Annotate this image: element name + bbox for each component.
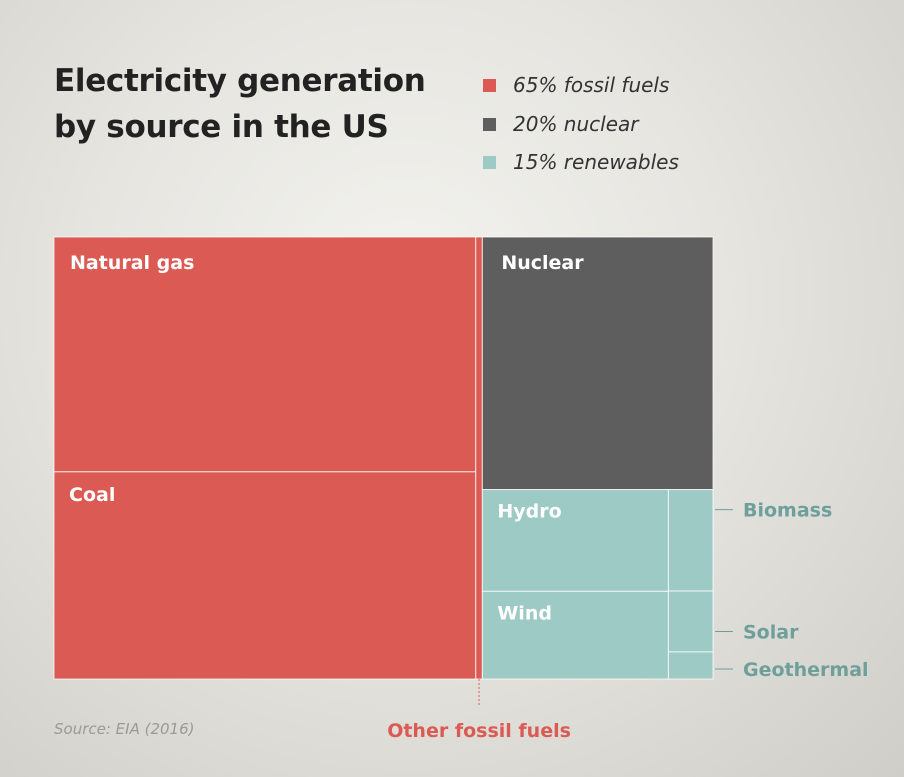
tile-label-hydro: Hydro	[497, 501, 561, 523]
external-label-solar: Solar	[743, 621, 799, 643]
tile-biomass	[667, 489, 714, 592]
external-label-biomass: Biomass	[743, 500, 832, 522]
legend-label-fossil: 65% fossil fuels	[513, 73, 670, 97]
legend-swatch-fossil	[483, 79, 496, 92]
chart-title: Electricity generation by source in the …	[54, 58, 454, 150]
tile-geothermal	[667, 651, 714, 680]
tile-solar	[667, 590, 714, 653]
tile-nuclear	[481, 236, 714, 491]
external-label-geothermal: Geothermal	[743, 659, 869, 681]
tile-other-fossil-fuels	[475, 236, 483, 680]
external-label-other-fossil-fuels: Other fossil fuels	[387, 720, 571, 742]
chart-title-line-1: Electricity generation	[54, 63, 426, 99]
tile-wind	[481, 590, 669, 680]
tile-coal	[53, 471, 477, 680]
tile-label-natural-gas: Natural gas	[70, 252, 194, 274]
tile-label-nuclear: Nuclear	[501, 252, 584, 274]
legend-label-nuclear: 20% nuclear	[513, 111, 639, 136]
legend-label-renewables: 15% renewables	[513, 150, 679, 174]
tile-natural-gas	[53, 236, 477, 473]
tile-hydro	[481, 489, 669, 592]
tile-label-coal: Coal	[69, 484, 115, 506]
legend-swatch-nuclear	[483, 117, 496, 131]
source-note: Source: EIA (2016)	[54, 720, 195, 738]
chart-title-line-2: by source in the US	[54, 109, 389, 145]
tile-label-wind: Wind	[497, 602, 552, 624]
legend-swatch-renewables	[483, 156, 496, 169]
